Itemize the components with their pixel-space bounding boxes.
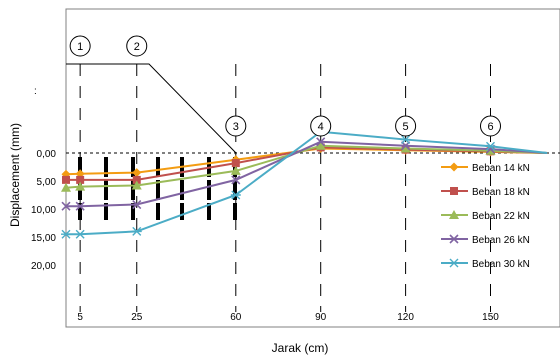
slope-outline <box>66 63 560 154</box>
y-tick-label: 15,00 <box>31 233 56 244</box>
marker-circle-label: 1 <box>77 41 83 53</box>
data-point <box>61 182 71 192</box>
data-point <box>62 175 70 184</box>
data-point <box>231 159 240 168</box>
marker-circle-label: 3 <box>233 121 239 133</box>
plot-area <box>65 8 560 328</box>
series-line <box>65 144 548 189</box>
data-point <box>131 226 142 236</box>
marker-circle-shape <box>126 35 148 57</box>
marker-circle-4: 4 <box>310 115 332 137</box>
y-tick-label: 0,00 <box>37 149 57 160</box>
series-4 <box>61 137 548 211</box>
legend-label: Beban 22 kN <box>472 211 530 222</box>
x-tick-label: 120 <box>397 312 414 323</box>
data-point <box>449 258 459 268</box>
marker-circle-shape <box>395 115 417 137</box>
y-tick-labels: 0,00 5,00 10,00 15,00 20,00 <box>31 149 56 272</box>
marker-circle-5: 5 <box>395 115 417 137</box>
point-markers: 1 2 3 4 5 6 <box>69 35 501 137</box>
data-point <box>75 181 86 191</box>
data-point <box>131 180 142 190</box>
x-tick-label: 150 <box>482 312 499 323</box>
data-point <box>231 175 241 185</box>
marker-circle-label: 5 <box>403 121 409 133</box>
x-tick-label: 25 <box>131 312 143 323</box>
x-tick-label: 60 <box>230 312 242 323</box>
marker-circle-6: 6 <box>480 115 501 137</box>
legend: Beban 14 kN Beban 18 kN Beban 22 kN Beban 2… <box>441 162 530 270</box>
x-tick-label: 5 <box>77 312 83 323</box>
marker-circle-label: 2 <box>134 41 140 53</box>
data-point <box>75 229 86 239</box>
marker-dashed-lines <box>79 64 491 312</box>
series-group <box>61 127 548 239</box>
legend-item-1: Beban 14 kN <box>441 162 530 174</box>
data-point <box>230 165 241 175</box>
data-point <box>76 175 85 184</box>
marker-circle-3: 3 <box>225 115 247 137</box>
data-point <box>450 187 458 195</box>
legend-item-4: Beban 26 kN <box>441 234 530 246</box>
legend-label: Beban 18 kN <box>472 187 530 198</box>
data-point <box>449 234 459 244</box>
y-tick-label: 20,00 <box>31 261 56 272</box>
data-point <box>132 175 141 184</box>
series-line <box>66 130 548 236</box>
legend-item-2: Beban 18 kN <box>441 187 530 198</box>
marker-circle-shape <box>225 115 247 137</box>
legend-label: Beban 30 kN <box>472 259 530 270</box>
y-tick-label: 10,00 <box>31 205 56 216</box>
x-axis-title: Jarak (cm) <box>272 341 329 355</box>
data-point <box>61 201 71 211</box>
data-point <box>75 201 85 211</box>
stray-mark: : <box>34 86 37 97</box>
legend-label: Beban 26 kN <box>472 235 530 246</box>
marker-circle-shape <box>310 115 332 137</box>
legend-item-3: Beban 22 kN <box>441 210 530 222</box>
x-tick-label: 90 <box>315 312 327 323</box>
x-tick-labels: 5 25 60 90 120 150 <box>77 312 499 323</box>
data-point <box>449 210 459 219</box>
y-tick-label: 5,00 <box>37 177 57 188</box>
series-5 <box>61 127 548 239</box>
data-point <box>132 199 142 210</box>
data-point <box>449 162 459 172</box>
series-3 <box>61 140 548 192</box>
series-line <box>66 140 548 208</box>
data-point <box>316 137 326 147</box>
marker-circle-shape <box>69 35 91 57</box>
data-point <box>132 168 142 178</box>
data-point <box>315 140 326 150</box>
data-point <box>230 190 241 200</box>
data-point <box>400 135 411 145</box>
marker-circle-2: 2 <box>126 35 148 57</box>
y-axis-title: Displacement (mm) <box>8 123 22 227</box>
marker-circle-1: 1 <box>69 35 91 57</box>
data-point <box>400 143 411 153</box>
data-point <box>485 141 496 151</box>
legend-label: Beban 14 kN <box>472 163 530 174</box>
slope-line <box>66 63 237 154</box>
data-point <box>61 229 71 239</box>
marker-circle-label: 6 <box>487 121 493 133</box>
legend-item-5: Beban 30 kN <box>441 258 530 270</box>
marker-circle-shape <box>480 115 501 137</box>
marker-circle-label: 4 <box>318 121 324 133</box>
